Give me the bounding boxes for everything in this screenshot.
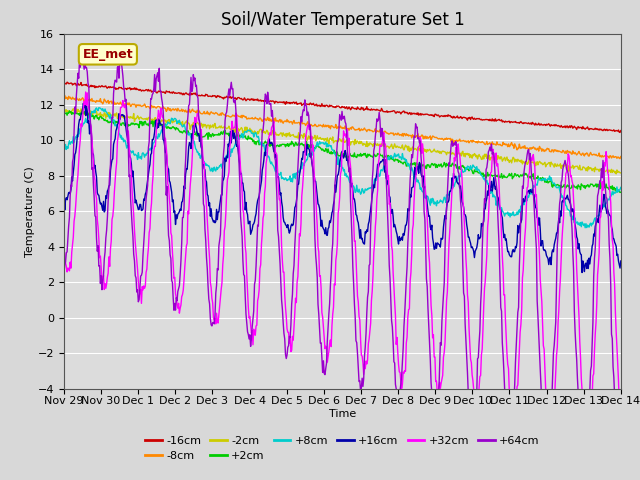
+32cm: [82, 89, 90, 95]
-16cm: [617, 128, 625, 133]
+2cm: [214, 132, 222, 138]
-16cm: [616, 130, 624, 135]
+32cm: [428, 302, 435, 308]
-16cm: [63, 79, 71, 85]
+8cm: [617, 184, 625, 190]
-16cm: [71, 81, 79, 86]
+8cm: [60, 145, 68, 151]
+2cm: [65, 108, 73, 114]
+8cm: [214, 165, 222, 171]
+8cm: [128, 149, 136, 155]
+32cm: [128, 189, 136, 195]
+32cm: [411, 184, 419, 190]
+16cm: [411, 165, 419, 170]
Line: +8cm: +8cm: [64, 108, 621, 228]
+2cm: [411, 160, 419, 166]
-8cm: [61, 93, 68, 98]
Legend: -16cm, -8cm, -2cm, +2cm, +8cm, +16cm, +32cm, +64cm: -16cm, -8cm, -2cm, +2cm, +8cm, +16cm, +3…: [145, 436, 540, 461]
Line: -8cm: -8cm: [64, 96, 621, 158]
+32cm: [185, 211, 193, 216]
-8cm: [616, 156, 624, 161]
-16cm: [411, 111, 419, 117]
+16cm: [617, 258, 625, 264]
-2cm: [185, 120, 193, 126]
-2cm: [60, 107, 68, 113]
Line: -2cm: -2cm: [64, 109, 621, 174]
+2cm: [60, 110, 68, 116]
Line: +2cm: +2cm: [64, 111, 621, 192]
-2cm: [617, 170, 625, 176]
Line: +16cm: +16cm: [64, 103, 621, 273]
Line: +32cm: +32cm: [64, 92, 621, 445]
+64cm: [70, 129, 78, 134]
+16cm: [60, 185, 68, 191]
+16cm: [428, 227, 435, 233]
+32cm: [584, 443, 591, 448]
-2cm: [70, 106, 77, 112]
Title: Soil/Water Temperature Set 1: Soil/Water Temperature Set 1: [221, 11, 464, 29]
+8cm: [581, 225, 589, 230]
-8cm: [214, 112, 222, 118]
-16cm: [214, 94, 222, 99]
+32cm: [617, 414, 625, 420]
+8cm: [185, 132, 193, 138]
-16cm: [185, 91, 193, 97]
+64cm: [411, 134, 419, 140]
-2cm: [411, 145, 419, 151]
+64cm: [128, 223, 136, 228]
+2cm: [616, 190, 624, 195]
Y-axis label: Temperature (C): Temperature (C): [25, 166, 35, 257]
+2cm: [185, 132, 193, 137]
+2cm: [428, 162, 435, 168]
-2cm: [214, 125, 222, 131]
+64cm: [428, 380, 435, 386]
-16cm: [128, 86, 136, 92]
+2cm: [617, 190, 625, 195]
+16cm: [70, 162, 78, 168]
Line: -16cm: -16cm: [64, 82, 621, 132]
+16cm: [81, 100, 89, 106]
Line: +64cm: +64cm: [64, 57, 621, 480]
-2cm: [612, 171, 620, 177]
+64cm: [60, 270, 68, 276]
+16cm: [185, 144, 193, 150]
-8cm: [60, 96, 68, 101]
X-axis label: Time: Time: [329, 409, 356, 419]
+8cm: [95, 105, 102, 110]
-8cm: [71, 96, 79, 101]
+2cm: [71, 109, 79, 115]
+32cm: [70, 218, 78, 224]
+32cm: [60, 247, 68, 252]
-8cm: [428, 137, 435, 143]
-2cm: [428, 149, 435, 155]
+64cm: [214, 267, 222, 273]
-8cm: [411, 133, 419, 139]
+8cm: [411, 169, 419, 175]
+64cm: [78, 54, 86, 60]
+32cm: [214, 320, 222, 326]
+16cm: [128, 174, 136, 180]
Text: EE_met: EE_met: [83, 48, 133, 61]
-8cm: [128, 101, 136, 107]
+16cm: [578, 270, 586, 276]
+2cm: [128, 121, 136, 127]
-2cm: [128, 114, 136, 120]
+64cm: [185, 103, 193, 108]
-8cm: [185, 108, 193, 114]
+16cm: [214, 209, 222, 215]
-16cm: [60, 81, 68, 86]
+8cm: [428, 196, 435, 202]
+8cm: [70, 140, 78, 145]
-8cm: [617, 154, 625, 159]
-16cm: [428, 112, 435, 118]
-2cm: [71, 109, 79, 115]
